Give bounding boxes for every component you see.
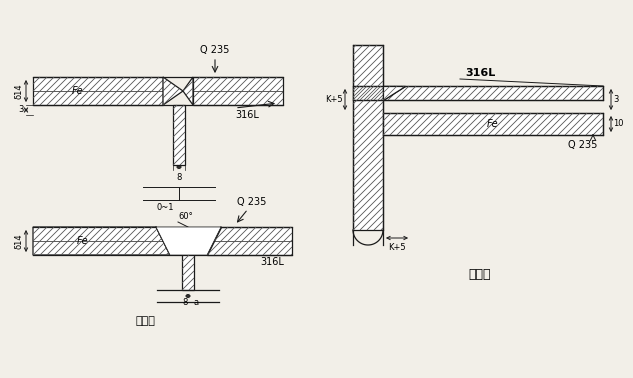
Bar: [353, 86, 603, 100]
Text: 角接缝: 角接缝: [469, 268, 491, 281]
Text: a: a: [194, 298, 199, 307]
Bar: [193, 77, 283, 105]
Text: 3: 3: [18, 105, 24, 115]
Text: Q 235: Q 235: [200, 45, 230, 55]
Polygon shape: [163, 77, 183, 105]
Text: 3: 3: [613, 95, 618, 104]
Bar: [173, 105, 185, 165]
Text: δ14: δ14: [15, 83, 24, 99]
Text: K+5: K+5: [325, 95, 343, 104]
Polygon shape: [207, 227, 292, 255]
Text: Q 235: Q 235: [568, 140, 598, 150]
Text: 316L: 316L: [260, 257, 284, 267]
Bar: [383, 113, 603, 135]
Text: δ14: δ14: [15, 233, 24, 249]
Bar: [353, 45, 383, 230]
Text: 对接缝: 对接缝: [135, 316, 155, 326]
Text: 316L: 316L: [235, 110, 259, 120]
Text: 8: 8: [177, 173, 182, 182]
Text: Q 235: Q 235: [237, 197, 266, 207]
Polygon shape: [383, 86, 405, 100]
Text: Fe: Fe: [77, 236, 89, 246]
Polygon shape: [183, 77, 193, 105]
Text: 316L: 316L: [465, 68, 495, 78]
Text: 60°: 60°: [178, 212, 193, 221]
Text: Fe: Fe: [487, 119, 499, 129]
Text: 8: 8: [183, 298, 188, 307]
Text: 10: 10: [613, 119, 624, 129]
Text: 0~1: 0~1: [156, 203, 174, 212]
Text: K+5: K+5: [388, 243, 406, 252]
Polygon shape: [383, 86, 405, 100]
Bar: [182, 255, 194, 290]
Polygon shape: [33, 227, 170, 255]
Bar: [33, 77, 163, 105]
Polygon shape: [156, 227, 221, 255]
Text: Fe: Fe: [72, 86, 84, 96]
